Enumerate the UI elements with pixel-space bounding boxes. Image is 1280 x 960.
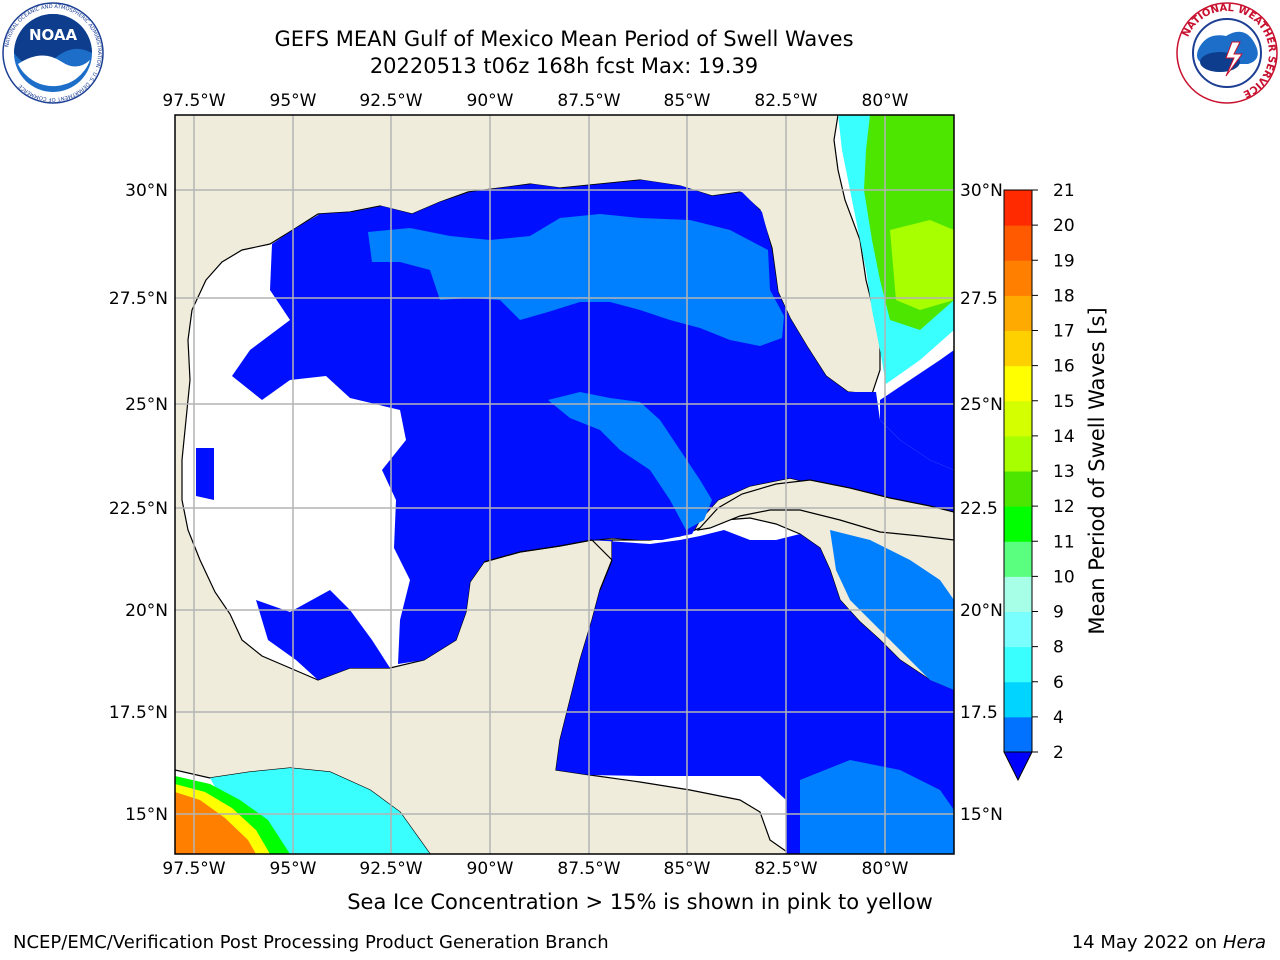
map-plot-area <box>175 115 954 854</box>
colorbar-tick-label: 4 <box>1053 708 1064 728</box>
colorbar-tick-label: 15 <box>1053 392 1075 412</box>
colorbar-swatch <box>1004 541 1032 577</box>
lon-label: 87.5°W <box>557 91 620 111</box>
colorbar-tick-label: 19 <box>1053 251 1075 271</box>
lon-label: 85°W <box>664 859 711 879</box>
lat-label: 25°N <box>125 395 168 415</box>
map-frame <box>174 114 955 855</box>
colorbar-extend-triangle <box>1003 751 1033 782</box>
lon-label: 80°W <box>862 91 909 111</box>
colorbar-tick-label: 20 <box>1053 216 1075 236</box>
swell-band-pacific-orange <box>175 792 256 854</box>
credit-host: Hera <box>1222 932 1266 953</box>
colorbar-tick-label: 13 <box>1053 462 1075 482</box>
lat-label: 20°N <box>960 601 1003 621</box>
colorbar-tick-label: 11 <box>1053 532 1075 552</box>
cuba-island <box>696 479 954 541</box>
swell-band-4-6-north <box>368 214 784 346</box>
colorbar-tick-label: 8 <box>1053 638 1064 658</box>
lon-label: 82.5°W <box>754 859 817 879</box>
colorbar-swatch <box>1004 260 1032 296</box>
colorbar-tick-label: 9 <box>1053 603 1064 623</box>
lat-label: 17.5 <box>960 703 998 723</box>
lon-label: 90°W <box>467 859 514 879</box>
lon-label: 90°W <box>467 91 514 111</box>
lat-label: 27.5 <box>960 289 998 309</box>
lon-label: 87.5°W <box>557 859 620 879</box>
colorbar-swatch <box>1004 295 1032 331</box>
swell-band-4-6-caribbean-south <box>800 760 954 854</box>
map-title: GEFS MEAN Gulf of Mexico Mean Period of … <box>274 27 854 51</box>
noaa-logo-text: NOAA <box>29 26 78 44</box>
swell-band-2-4-west-patch-2 <box>196 448 214 500</box>
lat-label: 25°N <box>960 395 1003 415</box>
lon-labels-top: 97.5°W 95°W 92.5°W 90°W 87.5°W 85°W 82.5… <box>162 91 908 111</box>
colorbar-swatch <box>1004 506 1032 542</box>
nws-logo: NATIONAL WEATHER SERVICE <box>1176 2 1278 104</box>
lat-label: 30°N <box>125 181 168 201</box>
lon-label: 85°W <box>664 91 711 111</box>
credit-left: NCEP/EMC/Verification Post Processing Pr… <box>13 932 609 953</box>
colorbar-tick-label: 10 <box>1053 567 1075 587</box>
lat-labels-right: 30°N 27.5 25°N 22.5 20°N 17.5 15°N <box>960 181 1003 825</box>
colorbar-swatch <box>1004 330 1032 367</box>
colorbar-tick-label: 21 <box>1053 181 1075 201</box>
noaa-logo: NOAA NATIONAL OCEANIC AND ATMOSPHERIC AD… <box>2 2 104 104</box>
colorbar-swatch <box>1004 576 1032 612</box>
colorbar-swatch <box>1004 435 1032 472</box>
colorbar-tick-label: 6 <box>1053 673 1064 693</box>
lat-label: 22.5 <box>960 499 998 519</box>
lat-label: 30°N <box>960 181 1003 201</box>
colorbar-swatch <box>1004 190 1032 226</box>
lon-label: 95°W <box>270 91 317 111</box>
swell-band-4-6-central <box>548 392 712 530</box>
colorbar-swatch <box>1004 400 1032 437</box>
lat-label: 15°N <box>960 805 1003 825</box>
credit-right: 14 May 2022 on Hera <box>1072 932 1266 953</box>
grid-lines <box>175 115 954 854</box>
lon-label: 97.5°W <box>162 859 225 879</box>
lon-labels-bottom: 97.5°W 95°W 92.5°W 90°W 87.5°W 85°W 82.5… <box>162 859 908 879</box>
swell-band-2-4-west-patch <box>256 590 390 680</box>
colorbar-swatch <box>1004 365 1032 402</box>
colorbar-tick-label: 12 <box>1053 497 1075 517</box>
lat-label: 17.5°N <box>109 703 168 723</box>
yucatan-coast <box>483 539 613 591</box>
colorbar-label: Mean Period of Swell Waves [s] <box>1085 307 1109 634</box>
lon-label: 80°W <box>862 859 909 879</box>
colorbar-tick-label: 14 <box>1053 427 1075 447</box>
colorbar: 2 4 6 8 9 10 11 12 13 14 15 16 17 18 19 20 21 <box>1003 181 1075 782</box>
lat-label: 27.5°N <box>109 289 168 309</box>
swell-band-2-4-atlantic <box>880 350 954 470</box>
lat-label: 20°N <box>125 601 168 621</box>
lon-label: 92.5°W <box>359 859 422 879</box>
colorbar-tick-label: 17 <box>1053 322 1075 342</box>
colorbar-swatch <box>1004 225 1032 261</box>
colorbar-swatch <box>1004 681 1032 718</box>
colorbar-tick-label: 16 <box>1053 357 1075 377</box>
colorbar-swatch <box>1004 471 1032 507</box>
swell-band-atlantic-lime <box>890 220 954 310</box>
sea-ice-note: Sea Ice Concentration > 15% is shown in … <box>347 890 933 914</box>
colorbar-swatch <box>1004 716 1032 753</box>
colorbar-swatch <box>1004 646 1032 683</box>
map-subtitle: 20220513 t06z 168h fcst Max: 19.39 <box>369 54 759 78</box>
colorbar-tick-label: 18 <box>1053 286 1075 306</box>
lat-label: 22.5°N <box>109 499 168 519</box>
colorbar-swatch <box>1004 611 1032 648</box>
lon-label: 97.5°W <box>162 91 225 111</box>
lat-label: 15°N <box>125 805 168 825</box>
lon-label: 82.5°W <box>754 91 817 111</box>
credit-date: 14 May 2022 on <box>1071 932 1218 953</box>
lon-label: 95°W <box>270 859 317 879</box>
lat-labels-left: 30°N 27.5°N 25°N 22.5°N 20°N 17.5°N 15°N <box>109 181 168 825</box>
lon-label: 92.5°W <box>359 91 422 111</box>
colorbar-tick-label: 2 <box>1053 743 1064 763</box>
